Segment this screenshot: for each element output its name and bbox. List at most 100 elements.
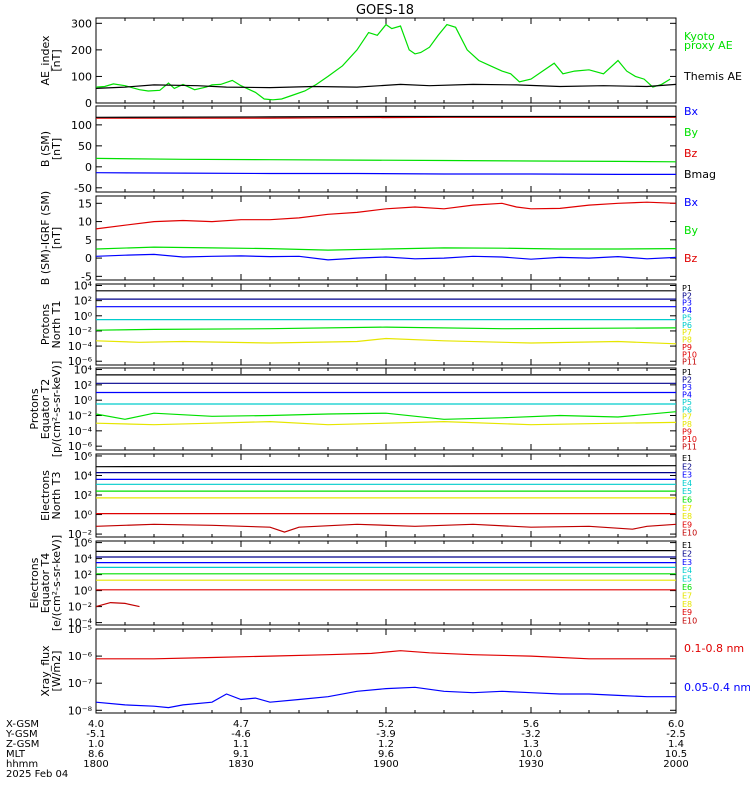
orbit-value: 1800 bbox=[83, 759, 108, 770]
y-tick-label: 10⁻⁴ bbox=[68, 425, 93, 438]
y-tick-label: 10² bbox=[74, 489, 92, 502]
orbit-value: 2000 bbox=[663, 759, 688, 770]
y-axis-label: [e/(cm²-s-sr-keV)] bbox=[50, 535, 63, 631]
series-line-bmag bbox=[95, 115, 676, 118]
y-tick-label: 10² bbox=[74, 569, 92, 582]
y-tick-label: 10⁰ bbox=[74, 394, 93, 407]
y-tick-label: 50 bbox=[78, 140, 92, 153]
legend-label: E6 bbox=[682, 496, 692, 505]
y-axis-label: Protons bbox=[28, 388, 41, 429]
panel-frame bbox=[95, 283, 677, 366]
legend-label: P3 bbox=[682, 383, 692, 392]
orbit-row-label: MLT bbox=[6, 749, 26, 760]
series-label: Kyoto bbox=[684, 30, 715, 43]
y-tick-label: 10⁻² bbox=[68, 410, 92, 423]
legend-label: E2 bbox=[682, 462, 692, 471]
orbit-value: 10.5 bbox=[665, 749, 687, 760]
y-tick-label: 10⁰ bbox=[74, 310, 93, 323]
series-label: Themis AE bbox=[683, 70, 742, 83]
legend-label: P9 bbox=[682, 343, 692, 352]
panel-8: 10⁻⁵ 10⁻⁶ 10⁻⁷ 10⁻⁸ Xray_flux[W/m2] 0.1-0.8 n… bbox=[39, 623, 750, 717]
series-label: By bbox=[684, 126, 699, 139]
orbit-value: 1930 bbox=[518, 759, 543, 770]
legend-label: P6 bbox=[682, 405, 692, 414]
series-line-0-05-0-4-nm bbox=[95, 686, 676, 709]
y-tick-label: 10⁴ bbox=[74, 469, 93, 482]
y-tick-label: 10² bbox=[74, 295, 92, 308]
y-tick-label: 10² bbox=[74, 379, 92, 392]
series-label: Bz bbox=[684, 252, 698, 265]
legend-label: P9 bbox=[682, 428, 692, 437]
panel-2: -50 0 50 100 B (SM)[nT] Bx By Bz Bmag bbox=[39, 105, 716, 195]
series-label: Bz bbox=[684, 147, 698, 160]
y-axis-label: [nT] bbox=[50, 49, 63, 71]
orbit-value: -3.2 bbox=[521, 729, 541, 740]
y-tick-label: -5 bbox=[81, 270, 92, 283]
orbit-value: -3.9 bbox=[376, 729, 396, 740]
orbit-value: 9.6 bbox=[378, 749, 394, 760]
legend-label: P11 bbox=[682, 358, 697, 367]
legend-label: E9 bbox=[682, 608, 692, 617]
y-tick-label: 0 bbox=[85, 252, 92, 265]
y-tick-label: 0 bbox=[85, 97, 92, 110]
series-label: 0.05-0.4 nm bbox=[684, 681, 750, 694]
series-label: 0.1-0.8 nm bbox=[684, 642, 744, 655]
series-line-e10 bbox=[95, 601, 140, 608]
y-tick-label: 300 bbox=[71, 17, 92, 30]
series-line-p6 bbox=[95, 326, 677, 331]
orbit-value: 1.1 bbox=[233, 739, 249, 750]
orbit-value: 1.2 bbox=[378, 739, 394, 750]
legend-label: E5 bbox=[682, 575, 692, 584]
chart-title: GOES-18 bbox=[356, 3, 414, 18]
orbit-value: 1.0 bbox=[88, 739, 104, 750]
y-tick-label: 10⁴ bbox=[74, 280, 93, 293]
y-axis-label: Xray_flux bbox=[39, 645, 52, 697]
y-axis-label: [nT] bbox=[50, 138, 63, 160]
y-axis-label: B (SM) bbox=[39, 131, 52, 167]
legend-label: P6 bbox=[682, 321, 692, 330]
legend-label: E5 bbox=[682, 487, 692, 496]
legend-label: P3 bbox=[682, 299, 692, 308]
y-tick-label: -50 bbox=[74, 182, 92, 195]
orbit-value: -2.5 bbox=[666, 729, 686, 740]
y-tick-label: 10⁻² bbox=[68, 325, 92, 338]
y-tick-label: 10⁻⁶ bbox=[68, 355, 93, 368]
legend-label: P7 bbox=[682, 413, 692, 422]
panel-frame bbox=[95, 17, 677, 104]
y-axis-label: Electrons bbox=[28, 557, 41, 608]
legend-label: P2 bbox=[682, 291, 692, 300]
panel-frame bbox=[95, 367, 677, 451]
orbit-row-label: Z-GSM bbox=[6, 739, 39, 750]
series-line-e10 bbox=[95, 523, 677, 533]
legend-label: E1 bbox=[682, 454, 692, 463]
y-tick-label: 10⁻² bbox=[68, 528, 92, 541]
series-line-kyoto-proxy-ae bbox=[95, 23, 671, 101]
legend-label: E2 bbox=[682, 549, 692, 558]
legend-label: E3 bbox=[682, 558, 692, 567]
series-line-p7 bbox=[95, 420, 677, 426]
orbit-value: 1.3 bbox=[523, 739, 539, 750]
orbit-table: X-GSM 4.0 4.7 5.2 5.6 6.0 Y-GSM -5.1 -4.6 -3.9 -3.… bbox=[5, 719, 689, 780]
legend-label: E4 bbox=[682, 566, 692, 575]
orbit-value: 5.2 bbox=[378, 719, 394, 730]
y-axis-label: Equator T2 bbox=[39, 379, 52, 439]
date-label: 2025 Feb 04 bbox=[6, 769, 68, 780]
legend-label: P11 bbox=[682, 443, 697, 452]
series-label: Bmag bbox=[684, 168, 716, 181]
orbit-value: 6.0 bbox=[668, 719, 684, 730]
y-tick-label: 15 bbox=[78, 197, 92, 210]
y-tick-label: 10⁴ bbox=[74, 553, 93, 566]
panel-frame bbox=[95, 105, 677, 193]
orbit-value: 4.0 bbox=[88, 719, 104, 730]
series-label: Bx bbox=[684, 196, 699, 209]
orbit-row-label: Y-GSM bbox=[5, 729, 38, 740]
series-line-e1 bbox=[95, 465, 677, 468]
y-tick-label: 10⁴ bbox=[74, 364, 93, 377]
legend-label: E7 bbox=[682, 591, 692, 600]
legend-label: P1 bbox=[682, 284, 692, 293]
